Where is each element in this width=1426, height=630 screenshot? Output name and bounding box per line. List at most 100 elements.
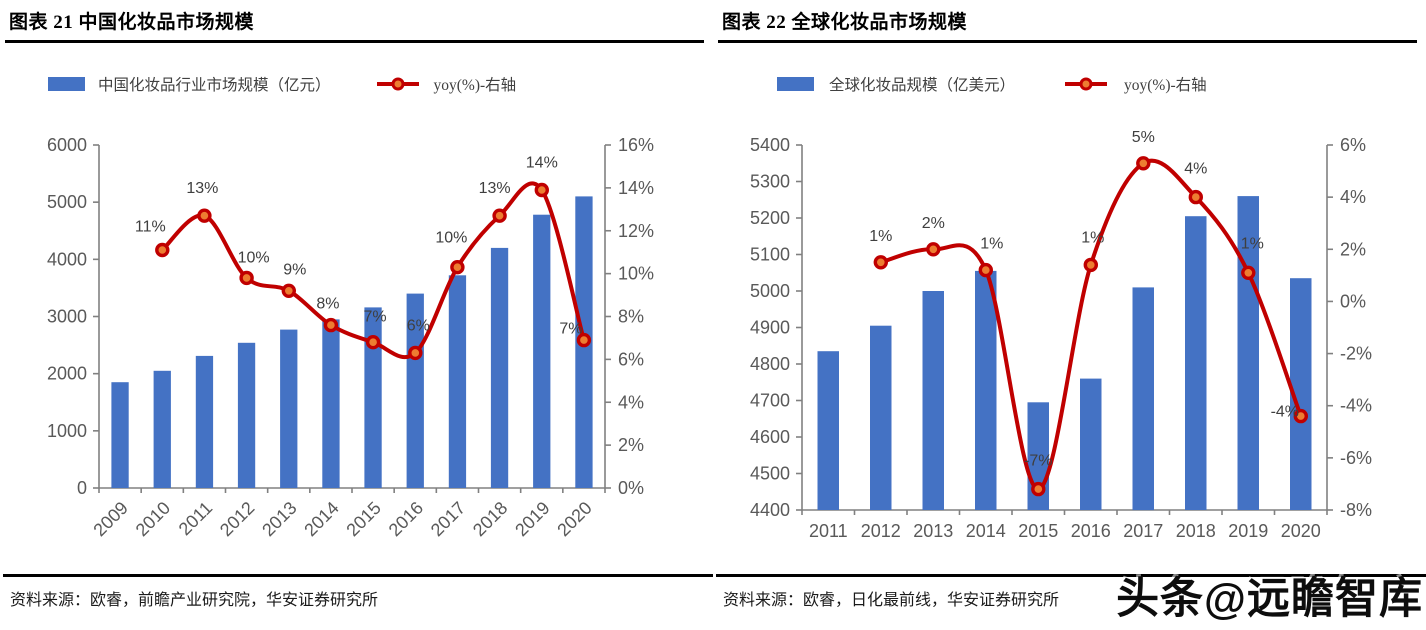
bar-2018 bbox=[490, 247, 509, 488]
marker-2013 bbox=[926, 242, 941, 257]
data-label-2017: 10% bbox=[435, 230, 467, 247]
bar-2011 bbox=[195, 355, 214, 488]
marker-2017 bbox=[1136, 156, 1151, 171]
figure-panel-left: 图表 21 中国化妆品市场规模 中国化妆品行业市场规模（亿元） yoy(%)-右… bbox=[0, 12, 713, 609]
marker-2020 bbox=[1293, 408, 1308, 424]
data-label-2018: 4% bbox=[1184, 161, 1207, 178]
x-label-2013: 2013 bbox=[258, 498, 300, 540]
data-label-2018: 13% bbox=[479, 180, 511, 197]
left-axis-tick-5100: 5100 bbox=[750, 245, 790, 265]
title-divider bbox=[5, 40, 704, 43]
left-axis-tick-1000: 1000 bbox=[47, 421, 87, 441]
combo-chart-svg: 0 1000 2000 3000 4000 5000 6000 0% 2% 4% 6% 8% 10% 12… bbox=[47, 135, 654, 540]
bar-2013 bbox=[922, 291, 944, 510]
data-label-2015: 7% bbox=[364, 309, 387, 326]
x-label-2010: 2010 bbox=[132, 498, 174, 540]
left-axis-tick-4400: 4400 bbox=[750, 500, 790, 520]
data-label-2010: 11% bbox=[135, 219, 166, 236]
x-label-2020: 2020 bbox=[1281, 521, 1321, 541]
left-axis-tick-4500: 4500 bbox=[750, 464, 790, 484]
marker-2020 bbox=[576, 332, 592, 348]
data-label-2019: 1% bbox=[1241, 235, 1264, 252]
source-text: 资料来源：欧睿，日化最前线，华安证券研究所 bbox=[723, 592, 1060, 609]
yoy-markers bbox=[155, 182, 592, 361]
x-label-2019: 2019 bbox=[511, 498, 553, 540]
watermark-text: 头条@远瞻智库 bbox=[1116, 575, 1423, 623]
source-text: 资料来源：欧睿，前瞻产业研究院，华安证券研究所 bbox=[10, 592, 379, 609]
right-axis-tick-12%: 12% bbox=[618, 221, 654, 241]
data-label-2013: 9% bbox=[283, 261, 306, 278]
title-divider bbox=[718, 40, 1417, 43]
bar-2010 bbox=[153, 370, 171, 488]
bar-2014 bbox=[322, 319, 340, 488]
data-labels: 11% 13% 10% 9% 8% 7% 6% 10% 13% 14% 7% bbox=[135, 155, 583, 338]
marker-2010 bbox=[155, 242, 170, 258]
data-label-2015: -7% bbox=[1024, 453, 1052, 470]
figure-title: 图表 22 全球化妆品市场规模 bbox=[722, 12, 968, 33]
right-axis-tick-0%: 0% bbox=[618, 478, 644, 498]
yoy-line bbox=[160, 181, 586, 360]
chart-canvas-global: 4400 4500 4600 4700 4800 4900 5000 5100 5200 5300… bbox=[713, 118, 1426, 552]
right-axis-tick-0%: 0% bbox=[1340, 291, 1366, 311]
x-label-2020: 2020 bbox=[553, 498, 595, 540]
marker-2011 bbox=[197, 208, 212, 223]
combo-chart-svg: 4400 4500 4600 4700 4800 4900 5000 5100 5200 5300… bbox=[750, 129, 1372, 541]
bar-series bbox=[111, 196, 593, 488]
bar-2018 bbox=[1185, 216, 1207, 510]
chart-legend: 中国化妆品行业市场规模（亿元） yoy(%)-右轴 bbox=[48, 73, 516, 95]
bar-2019 bbox=[533, 214, 551, 488]
x-label-2017: 2017 bbox=[1123, 521, 1163, 541]
legend-line-label: yoy(%)-右轴 bbox=[433, 77, 517, 94]
legend-bar-label: 中国化妆品行业市场规模（亿元） bbox=[98, 77, 331, 94]
legend-line-label: yoy(%)-右轴 bbox=[1124, 77, 1207, 94]
marker-2016 bbox=[408, 345, 423, 361]
x-label-2011: 2011 bbox=[175, 498, 217, 540]
data-label-2020: 7% bbox=[559, 321, 582, 338]
left-axis-tick-4800: 4800 bbox=[750, 354, 790, 374]
data-label-2013: 2% bbox=[922, 215, 945, 232]
figure-title: 图表 21 中国化妆品市场规模 bbox=[9, 12, 255, 33]
source-divider bbox=[3, 574, 713, 577]
marker-2017 bbox=[450, 259, 465, 275]
data-label-2012: 1% bbox=[869, 228, 892, 245]
left-axis-tick-4000: 4000 bbox=[47, 249, 87, 269]
chart-canvas-china: 0 1000 2000 3000 4000 5000 6000 0% 2% 4% 6% 8% 10% 12… bbox=[0, 118, 713, 552]
x-label-2012: 2012 bbox=[861, 521, 901, 541]
marker-2014 bbox=[978, 262, 993, 278]
right-axis-tick-6%: 6% bbox=[1340, 135, 1366, 155]
x-label-2017: 2017 bbox=[427, 498, 469, 540]
yoy-line bbox=[878, 158, 1303, 492]
x-label-2016: 2016 bbox=[385, 498, 427, 540]
x-label-2011: 2011 bbox=[809, 521, 848, 541]
data-label-2011: 13% bbox=[186, 180, 218, 197]
yoy-markers bbox=[873, 156, 1308, 497]
right-axis-tick-8%: 8% bbox=[618, 307, 644, 327]
bar-series bbox=[817, 196, 1312, 511]
data-label-2019: 14% bbox=[526, 155, 558, 172]
x-label-2015: 2015 bbox=[1018, 521, 1058, 541]
left-axis-tick-6000: 6000 bbox=[47, 135, 87, 155]
right-axis-tick-10%: 10% bbox=[618, 264, 654, 284]
right-axis-tick--4%: -4% bbox=[1340, 396, 1372, 416]
bar-2017 bbox=[448, 275, 467, 488]
legend-bar-swatch bbox=[777, 77, 814, 91]
right-axis-tick-2%: 2% bbox=[1340, 239, 1366, 259]
left-axis-tick-5300: 5300 bbox=[750, 172, 790, 192]
figure-panel-right: 图表 22 全球化妆品市场规模 全球化妆品规模（亿美元） yoy(%)-右轴 4… bbox=[713, 0, 1426, 630]
bar-2012 bbox=[237, 342, 256, 488]
marker-2013 bbox=[281, 283, 296, 299]
x-label-2018: 2018 bbox=[1176, 521, 1216, 541]
left-axis-tick-4700: 4700 bbox=[750, 391, 790, 411]
left-axis-tick-5200: 5200 bbox=[750, 208, 790, 228]
data-label-2020: -4% bbox=[1271, 404, 1299, 421]
marker-2014 bbox=[323, 317, 339, 333]
bar-2020 bbox=[1290, 278, 1312, 510]
x-label-2009: 2009 bbox=[89, 498, 131, 540]
left-axis-tick-2000: 2000 bbox=[47, 364, 87, 384]
data-label-2016: 6% bbox=[407, 317, 430, 334]
marker-2018 bbox=[492, 208, 507, 223]
bar-2013 bbox=[280, 329, 298, 488]
left-axis-tick-5000: 5000 bbox=[47, 192, 87, 212]
right-axis-tick--6%: -6% bbox=[1340, 448, 1372, 468]
data-label-2016: 1% bbox=[1081, 229, 1104, 246]
